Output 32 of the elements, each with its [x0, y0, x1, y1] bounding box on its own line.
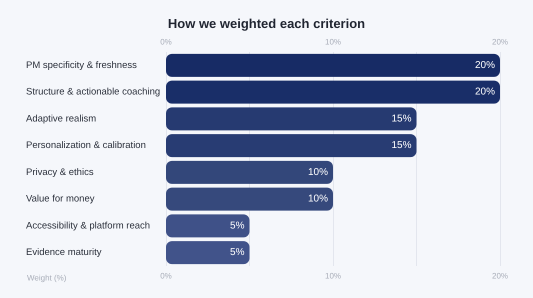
- bar: [166, 214, 250, 238]
- y-tick-label: Value for money: [26, 194, 95, 205]
- x2-tick-label: 20%: [492, 38, 508, 46]
- y-tick-label: PM specificity & freshness: [26, 60, 138, 71]
- x2-tick-label: 10%: [324, 38, 342, 46]
- bar: [166, 241, 250, 264]
- data-label: 5%: [230, 220, 245, 232]
- x2-tick-label: 0%: [160, 38, 172, 46]
- x-tick-label: 10%: [324, 272, 342, 280]
- chart-title: How we weighted each criterion: [168, 16, 366, 31]
- y-tick-label: Adaptive realism: [26, 113, 96, 124]
- x-axis-title: Weight (%): [27, 274, 67, 282]
- data-label: 10%: [308, 166, 328, 178]
- data-label: 15%: [391, 113, 412, 124]
- data-label: 20%: [474, 60, 496, 71]
- y-tick-label: Personalization & calibration: [26, 140, 146, 152]
- x-tick-label: 20%: [492, 272, 508, 280]
- y-tick-label: Evidence maturity: [26, 247, 102, 258]
- y-tick-label: Structure & actionable coaching: [26, 86, 160, 98]
- y-tick-label: Accessibility & platform reach: [26, 220, 150, 232]
- bar: [166, 107, 416, 130]
- bar: [166, 188, 333, 211]
- data-label: 10%: [308, 194, 328, 205]
- data-label: 5%: [230, 247, 245, 258]
- bar: [166, 54, 500, 77]
- y-tick-label: Privacy & ethics: [26, 166, 94, 178]
- bar: [166, 80, 500, 104]
- x-tick-label: 0%: [160, 272, 172, 280]
- data-label: 20%: [474, 86, 496, 98]
- bar: [166, 134, 416, 158]
- bar: [166, 160, 333, 184]
- data-label: 15%: [391, 140, 412, 152]
